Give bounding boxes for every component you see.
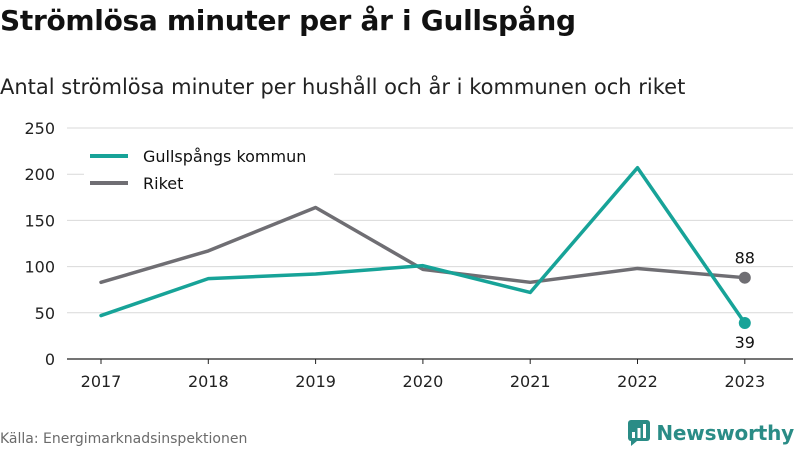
legend-label-riket: Riket <box>143 174 183 193</box>
chart-title: Strömlösa minuter per år i Gullspång <box>0 4 576 37</box>
y-tick-label: 0 <box>45 350 55 369</box>
x-tick-label: 2018 <box>188 372 229 391</box>
newsworthy-logo-icon <box>628 420 651 446</box>
x-tick-label: 2021 <box>510 372 551 391</box>
chart-subtitle: Antal strömlösa minuter per hushåll och … <box>0 75 686 99</box>
series-line-gullspang <box>99 165 747 325</box>
end-point-gullspang <box>738 316 751 329</box>
end-point-riket <box>738 271 751 284</box>
legend-background <box>84 144 334 166</box>
source-note: Källa: Energimarknadsinspektionen <box>0 431 248 447</box>
y-tick-label: 150 <box>24 211 55 230</box>
y-tick-label: 250 <box>24 119 55 138</box>
y-tick-label: 100 <box>24 258 55 277</box>
y-tick-label: 200 <box>24 165 55 184</box>
x-tick-label: 2019 <box>295 372 336 391</box>
x-tick-label: 2020 <box>403 372 444 391</box>
x-tick-label: 2017 <box>81 372 122 391</box>
legend-label-gullspang: Gullspångs kommun <box>143 147 306 166</box>
y-tick-label: 50 <box>35 304 55 323</box>
line-chart: 0 50 100 150 200 250 2017 2018 2019 2020 2021 2022 2… <box>24 119 793 391</box>
brand-name: Newsworthy <box>656 421 794 445</box>
series-line-riket <box>99 205 747 285</box>
legend-background <box>84 171 334 193</box>
x-tick-label: 2022 <box>617 372 658 391</box>
brand: Newsworthy <box>628 420 794 446</box>
x-tick-label: 2023 <box>724 372 765 391</box>
end-label-gullspang: 39 <box>735 333 755 352</box>
end-label-riket: 88 <box>735 249 755 268</box>
